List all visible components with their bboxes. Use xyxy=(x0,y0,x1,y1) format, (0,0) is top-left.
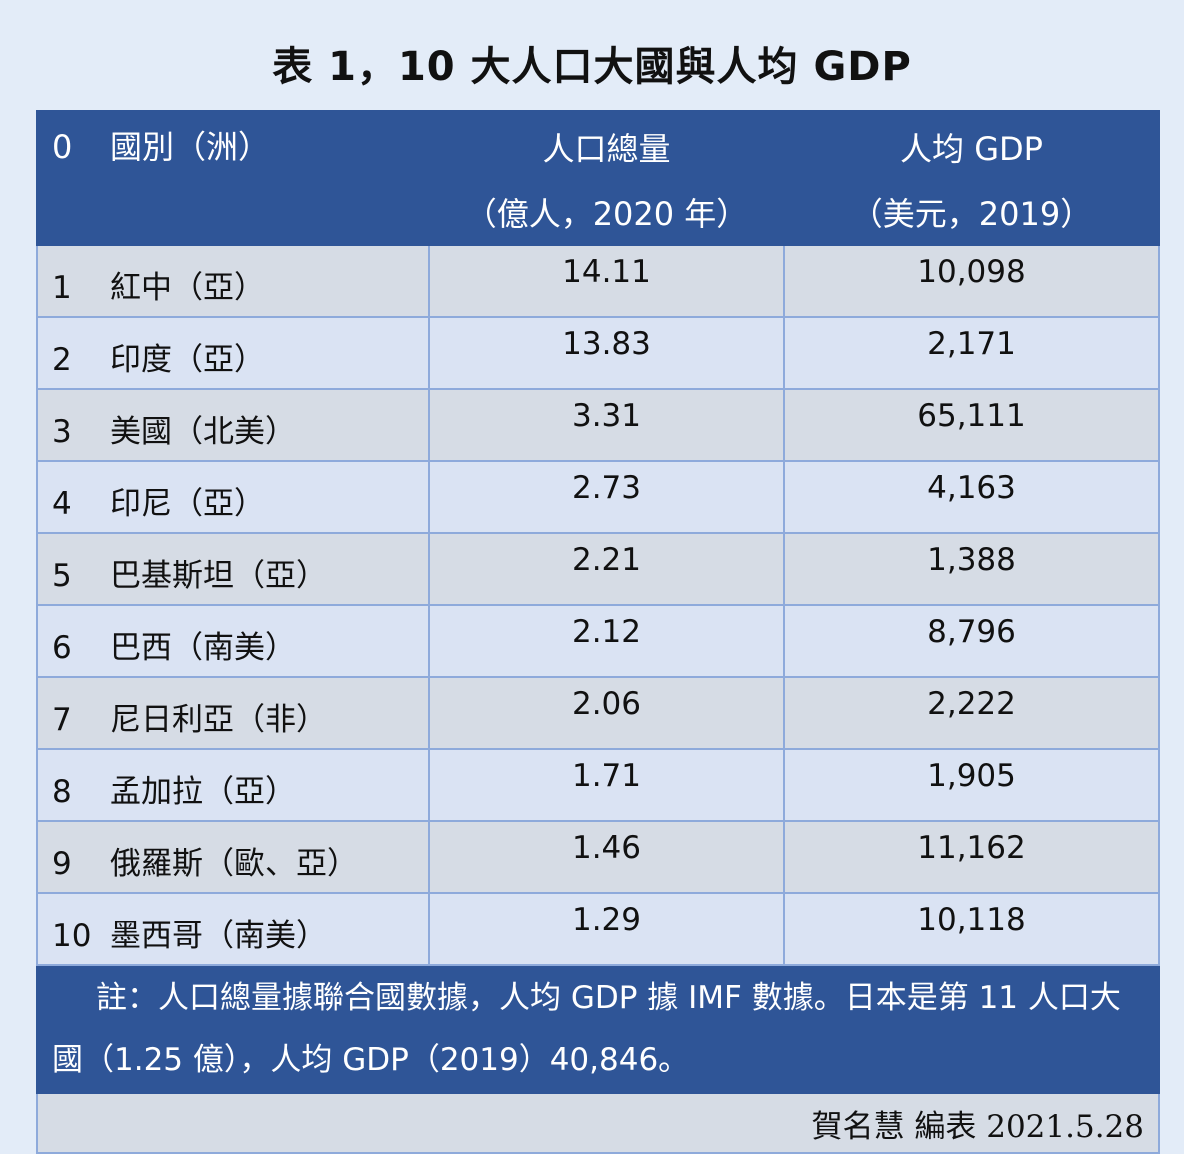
gdp-cell: 4,163 xyxy=(783,460,1160,534)
header-country-cell: 0 國別（洲） xyxy=(36,110,430,180)
population-cell: 2.73 xyxy=(428,460,785,534)
country-cell: 10 墨西哥（南美） xyxy=(36,892,430,966)
header-empty-cell xyxy=(36,178,430,246)
country-cell: 2 印度（亞） xyxy=(36,316,430,390)
country-name: 孟加拉（亞） xyxy=(110,773,296,810)
table-row: 2 印度（亞） 13.83 2,171 xyxy=(36,316,1160,390)
row-index: 7 xyxy=(52,701,72,738)
population-gdp-table: 0 國別（洲） 人口總量 人均 GDP （億人，2020 年） （美元，2019）… xyxy=(36,110,1160,1154)
row-index: 2 xyxy=(52,341,72,378)
header-population-unit: （億人，2020 年） xyxy=(428,178,785,246)
country-cell: 3 美國（北美） xyxy=(36,388,430,462)
country-cell: 8 孟加拉（亞） xyxy=(36,748,430,822)
population-cell: 3.31 xyxy=(428,388,785,462)
gdp-cell: 10,118 xyxy=(783,892,1160,966)
population-cell: 2.06 xyxy=(428,676,785,750)
country-name: 尼日利亞（非） xyxy=(110,701,327,738)
population-cell: 13.83 xyxy=(428,316,785,390)
gdp-cell: 2,171 xyxy=(783,316,1160,390)
table-row: 4 印尼（亞） 2.73 4,163 xyxy=(36,460,1160,534)
gdp-cell: 11,162 xyxy=(783,820,1160,894)
table-row: 10 墨西哥（南美） 1.29 10,118 xyxy=(36,892,1160,966)
country-cell: 5 巴基斯坦（亞） xyxy=(36,532,430,606)
country-cell: 9 俄羅斯（歐、亞） xyxy=(36,820,430,894)
row-index: 8 xyxy=(52,773,72,810)
country-cell: 1 紅中（亞） xyxy=(36,244,430,318)
country-cell: 4 印尼（亞） xyxy=(36,460,430,534)
country-name: 紅中（亞） xyxy=(110,269,265,306)
gdp-cell: 1,905 xyxy=(783,748,1160,822)
country-name: 俄羅斯（歐、亞） xyxy=(110,845,358,882)
row-index: 9 xyxy=(52,845,72,882)
country-name: 巴基斯坦（亞） xyxy=(110,557,327,594)
population-cell: 1.29 xyxy=(428,892,785,966)
row-index: 4 xyxy=(52,485,72,522)
table-row: 1 紅中（亞） 14.11 10,098 xyxy=(36,244,1160,318)
table-note: 註：人口總量據聯合國數據，人均 GDP 據 IMF 數據。日本是第 11 人口大… xyxy=(36,964,1160,1094)
country-name: 印度（亞） xyxy=(110,341,265,378)
population-cell: 2.12 xyxy=(428,604,785,678)
table-row: 6 巴西（南美） 2.12 8,796 xyxy=(36,604,1160,678)
table-header: 0 國別（洲） 人口總量 人均 GDP （億人，2020 年） （美元，2019） xyxy=(36,110,1160,246)
gdp-cell: 2,222 xyxy=(783,676,1160,750)
header-gdp-unit: （美元，2019） xyxy=(783,178,1160,246)
table-row: 5 巴基斯坦（亞） 2.21 1,388 xyxy=(36,532,1160,606)
table-row: 9 俄羅斯（歐、亞） 1.46 11,162 xyxy=(36,820,1160,894)
country-cell: 6 巴西（南美） xyxy=(36,604,430,678)
gdp-cell: 8,796 xyxy=(783,604,1160,678)
note-text: 註：人口總量據聯合國數據，人均 GDP 據 IMF 數據。日本是第 11 人口大… xyxy=(52,980,1121,1078)
table-row: 7 尼日利亞（非） 2.06 2,222 xyxy=(36,676,1160,750)
country-name: 印尼（亞） xyxy=(110,485,265,522)
header-gdp: 人均 GDP xyxy=(783,110,1160,180)
population-cell: 14.11 xyxy=(428,244,785,318)
page-title: 表 1，10 大人口大國與人均 GDP xyxy=(272,44,912,90)
header-country: 國別（洲） xyxy=(110,128,271,166)
table-row: 3 美國（北美） 3.31 65,111 xyxy=(36,388,1160,462)
row-index: 6 xyxy=(52,629,72,666)
country-name: 美國（北美） xyxy=(110,413,296,450)
row-index: 3 xyxy=(52,413,72,450)
table-row: 8 孟加拉（亞） 1.71 1,905 xyxy=(36,748,1160,822)
country-name: 墨西哥（南美） xyxy=(110,917,327,954)
population-cell: 1.46 xyxy=(428,820,785,894)
row-index: 1 xyxy=(52,269,72,306)
population-cell: 1.71 xyxy=(428,748,785,822)
population-cell: 2.21 xyxy=(428,532,785,606)
row-index: 10 xyxy=(52,917,92,954)
header-population: 人口總量 xyxy=(428,110,785,180)
gdp-cell: 1,388 xyxy=(783,532,1160,606)
gdp-cell: 65,111 xyxy=(783,388,1160,462)
gdp-cell: 10,098 xyxy=(783,244,1160,318)
country-name: 巴西（南美） xyxy=(110,629,296,666)
table-signature: 賀名慧 編表 2021.5.28 xyxy=(36,1092,1160,1154)
row-index: 5 xyxy=(52,557,72,594)
header-index: 0 xyxy=(52,128,73,166)
country-cell: 7 尼日利亞（非） xyxy=(36,676,430,750)
table-body: 1 紅中（亞） 14.11 10,098 2 印度（亞） 13.83 2,171 3 美國（北美）… xyxy=(36,244,1160,966)
